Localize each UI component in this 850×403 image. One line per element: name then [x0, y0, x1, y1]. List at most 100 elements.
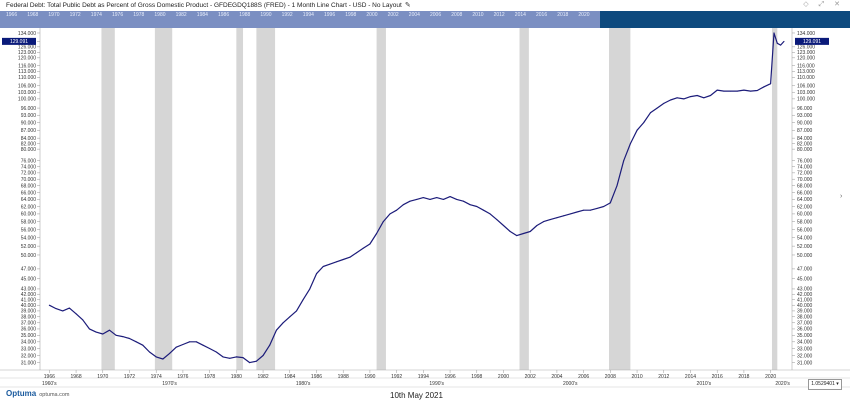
y-tick-label-left: 41.000: [21, 297, 37, 303]
y-tick-label-left: 123.000: [18, 50, 36, 56]
data-point: [229, 357, 231, 359]
data-point: [115, 334, 117, 336]
y-tick-label-left: 43.000: [21, 287, 37, 293]
data-point: [523, 233, 524, 234]
y-tick-label-right: 123.000: [797, 50, 815, 56]
data-point: [342, 259, 344, 260]
data-point: [663, 102, 665, 104]
navigator-year: 2010: [472, 12, 484, 18]
y-tick-label-right: 110.000: [797, 75, 815, 81]
y-tick-label-left: 42.000: [21, 292, 37, 298]
navigator-year: 1978: [133, 12, 145, 18]
data-point: [162, 358, 164, 360]
data-point: [543, 221, 545, 223]
recession-band: [101, 28, 115, 370]
y-tick-label-left: 110.000: [18, 75, 36, 81]
collapse-panel-icon[interactable]: ›: [840, 193, 843, 200]
data-point: [569, 213, 571, 215]
y-tick-label-right: 41.000: [797, 297, 813, 303]
recession-band: [376, 28, 386, 370]
y-tick-label-right: 70.000: [797, 177, 813, 183]
data-point: [129, 338, 130, 339]
x-tick-label: 1976: [177, 374, 188, 380]
data-point: [636, 129, 638, 131]
navigator-year: 1992: [281, 12, 293, 18]
window-controls[interactable]: ◇ ⤢ ✕: [803, 1, 844, 8]
recession-band: [771, 28, 778, 370]
x-tick-label: 2020: [765, 374, 776, 380]
pencil-icon[interactable]: ✎: [404, 2, 411, 9]
data-point: [603, 206, 605, 207]
navigator-year: 2006: [430, 12, 442, 18]
y-tick-label-left: 56.000: [21, 227, 37, 233]
optuma-logo: Optuma optuma.com: [6, 389, 70, 398]
data-point: [249, 362, 251, 364]
data-point: [770, 83, 772, 85]
x-tick-label: 2004: [551, 374, 562, 380]
data-point: [316, 273, 317, 275]
y-tick-label-left: 45.000: [21, 276, 37, 282]
title-bar: Federal Debt: Total Public Debt as Perce…: [0, 0, 850, 11]
y-tick-label-right: 39.000: [797, 309, 813, 315]
recession-band: [609, 28, 631, 370]
y-tick-label-right: 36.000: [797, 327, 813, 333]
x-tick-label: 1982: [257, 374, 268, 380]
y-tick-label-right: 84.000: [797, 136, 813, 142]
y-tick-label-left: 93.000: [21, 113, 37, 119]
axes: [0, 28, 850, 388]
data-point: [155, 356, 157, 358]
navigator-year: 1970: [48, 12, 60, 18]
data-point: [282, 322, 284, 324]
recession-band: [256, 28, 276, 370]
y-tick-label-right: 120.000: [797, 56, 815, 62]
timeline-navigator[interactable]: 1966 1968 1970 1972 1974 1976 1978 1980 1982 1984…: [0, 11, 850, 28]
data-point: [209, 348, 211, 349]
y-tick-label-left: 35.000: [21, 333, 37, 339]
y-tick-label-left: 120.000: [18, 56, 36, 62]
y-tick-label-left: 34.000: [21, 340, 37, 346]
y-tick-label-left: 38.000: [21, 315, 37, 321]
navigator-year: 1994: [302, 12, 314, 18]
y-tick-label-left: 76.000: [21, 158, 37, 164]
data-point: [716, 89, 718, 91]
y-tick-label-left: 62.000: [21, 204, 37, 210]
y-tick-label-right: 72.000: [797, 171, 813, 177]
navigator-selection[interactable]: [0, 11, 600, 28]
data-point: [222, 356, 224, 358]
navigator-year: 1988: [239, 12, 251, 18]
data-point: [483, 209, 484, 211]
data-point: [329, 263, 331, 265]
decade-label: 2000's: [563, 381, 578, 387]
y-tick-label-right: 35.000: [797, 333, 813, 339]
data-point: [763, 86, 765, 88]
last-value-badge-right: [795, 37, 829, 45]
data-point: [215, 351, 217, 353]
decade-label: 2020's: [775, 381, 790, 387]
y-tick-label-left: 103.000: [18, 90, 36, 96]
data-point: [656, 107, 658, 109]
y-tick-label-left: 90.000: [21, 120, 37, 126]
y-tick-label-right: 64.000: [797, 197, 813, 203]
last-value-label-left: 129.091: [10, 39, 28, 45]
y-tick-label-right: 103.000: [797, 90, 815, 96]
x-tick-label: 1974: [151, 374, 162, 380]
y-tick-label-right: 90.000: [797, 120, 813, 126]
navigator-year: 2008: [451, 12, 463, 18]
y-tick-label-left: 74.000: [21, 164, 37, 170]
y-tick-label-right: 106.000: [797, 84, 815, 90]
recession-shading: [101, 28, 778, 370]
x-tick-label: 1972: [124, 374, 135, 380]
y-tick-label-right: 56.000: [797, 227, 813, 233]
data-point: [563, 215, 565, 217]
x-tick-label: 1980: [231, 374, 242, 380]
data-point: [469, 204, 471, 206]
x-tick-label: 2006: [578, 374, 589, 380]
data-point: [696, 95, 698, 96]
data-point: [416, 198, 418, 200]
y-tick-label-right: 52.000: [797, 244, 813, 250]
y-tick-label-left: 31.000: [21, 360, 37, 366]
axis-labels: 134.000129.000126.000123.000120.000116.0…: [2, 31, 829, 387]
data-point: [369, 243, 371, 245]
scale-dropdown[interactable]: 1.0529401 ▾: [808, 379, 842, 390]
